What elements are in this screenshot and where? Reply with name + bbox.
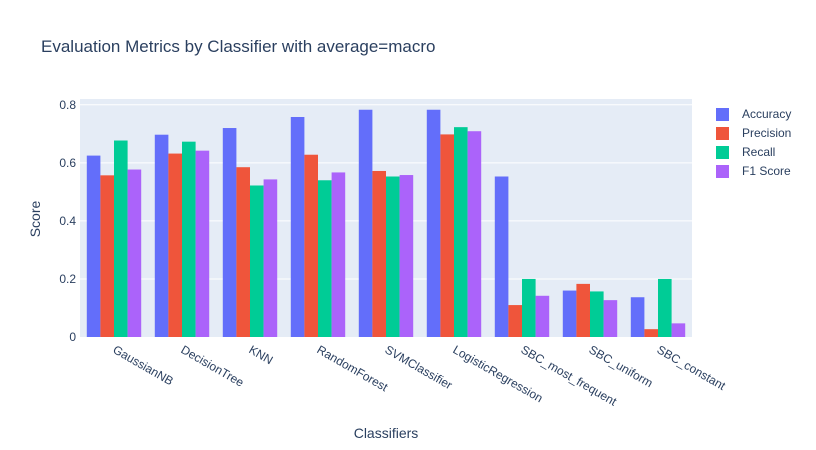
bar[interactable] <box>644 329 658 337</box>
bar[interactable] <box>86 155 101 337</box>
x-tick-label: RandomForest <box>315 342 391 394</box>
bar[interactable] <box>114 140 128 337</box>
bar[interactable] <box>630 297 645 337</box>
bar[interactable] <box>658 278 672 337</box>
bars <box>86 109 686 338</box>
bar[interactable] <box>250 185 264 337</box>
bar[interactable] <box>562 290 577 337</box>
bar[interactable] <box>603 300 618 337</box>
legend-item[interactable]: Recall <box>716 145 775 159</box>
bar[interactable] <box>535 295 550 337</box>
bar[interactable] <box>195 150 210 337</box>
legend-swatch <box>716 127 729 140</box>
y-tick-label: 0.4 <box>59 214 76 228</box>
bar[interactable] <box>100 175 114 337</box>
bar[interactable] <box>522 278 536 337</box>
x-tick-labels: GaussianNB DecisionTree KNN RandomForestSVM… <box>111 342 729 408</box>
bar[interactable] <box>671 323 686 337</box>
legend-item[interactable]: F1 Score <box>716 164 791 178</box>
bar[interactable] <box>467 131 482 337</box>
y-tick-label: 0.6 <box>59 156 76 170</box>
x-tick-label: DecisionTree <box>179 342 247 389</box>
x-axis-title: Classifiers <box>354 425 419 441</box>
y-axis-title: Score <box>27 201 43 238</box>
x-tick-label: GaussianNB <box>111 342 176 388</box>
bar[interactable] <box>236 167 250 337</box>
bar[interactable] <box>494 176 509 337</box>
legend-swatch <box>716 146 729 159</box>
bar[interactable] <box>576 283 590 337</box>
legend[interactable]: Accuracy Precision Recall F1 Score <box>716 107 791 178</box>
legend-label: Accuracy <box>742 107 791 121</box>
bar[interactable] <box>154 134 169 337</box>
bar[interactable] <box>590 291 604 337</box>
y-tick-label: 0.2 <box>59 272 76 286</box>
bar[interactable] <box>440 134 454 337</box>
bar[interactable] <box>222 128 237 337</box>
bar[interactable] <box>263 179 278 337</box>
bar[interactable] <box>290 116 305 338</box>
bar[interactable] <box>386 176 400 337</box>
y-tick-labels: 0 0.2 0.4 0.6 0.8 <box>59 98 76 344</box>
bar[interactable] <box>372 170 386 337</box>
y-tick-label: 0.8 <box>59 98 76 112</box>
legend-swatch <box>716 108 729 121</box>
bar[interactable] <box>426 109 441 338</box>
bar[interactable] <box>331 172 346 337</box>
bar[interactable] <box>127 169 142 337</box>
legend-swatch <box>716 165 729 178</box>
bar[interactable] <box>182 141 196 337</box>
x-tick-label: SBC_constant <box>655 342 729 393</box>
chart-title: Evaluation Metrics by Classifier with av… <box>41 37 435 56</box>
legend-item[interactable]: Accuracy <box>716 107 791 121</box>
bar[interactable] <box>318 180 332 337</box>
bar[interactable] <box>508 305 522 337</box>
legend-item[interactable]: Precision <box>716 126 791 140</box>
legend-label: Recall <box>742 145 775 159</box>
bar[interactable] <box>304 154 318 337</box>
y-tick-label: 0 <box>69 330 76 344</box>
bar[interactable] <box>399 175 414 337</box>
bar[interactable] <box>454 127 468 337</box>
legend-label: Precision <box>742 126 791 140</box>
bar[interactable] <box>358 109 373 338</box>
bar[interactable] <box>168 153 182 337</box>
legend-label: F1 Score <box>742 164 791 178</box>
x-tick-label: SVMClassifier <box>383 342 455 392</box>
x-tick-label: KNN <box>247 342 276 367</box>
